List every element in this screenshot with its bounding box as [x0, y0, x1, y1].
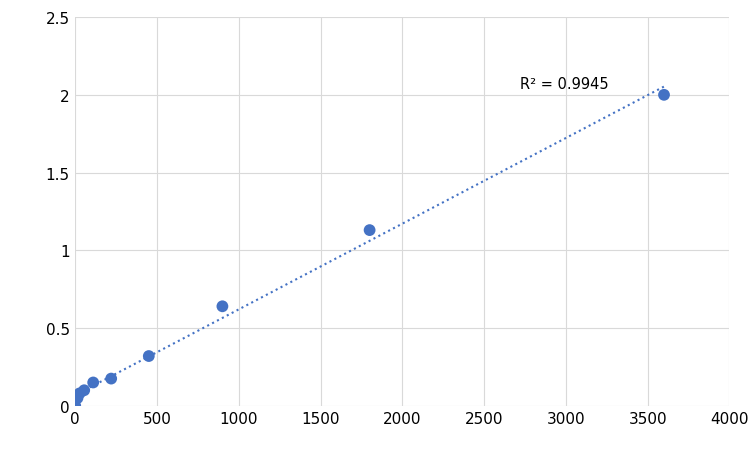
Point [71, 395, 83, 402]
Point [143, 353, 155, 360]
Point [74, 390, 86, 397]
Point [87, 379, 99, 386]
Point [658, 92, 670, 99]
Point [363, 227, 375, 234]
Text: R² = 0.9945: R² = 0.9945 [520, 77, 608, 92]
Point [78, 387, 90, 394]
Point [217, 303, 229, 310]
Point [69, 402, 81, 410]
Point [105, 375, 117, 382]
